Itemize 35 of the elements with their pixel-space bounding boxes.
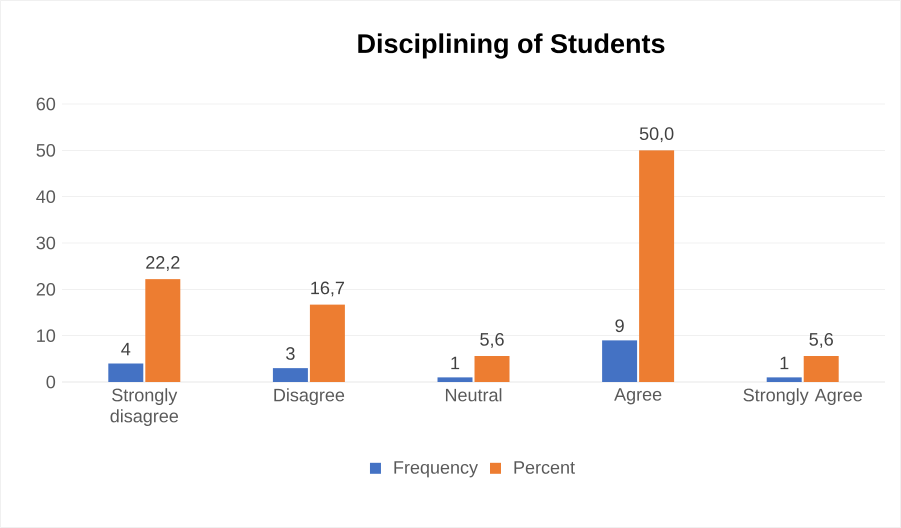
bar (804, 356, 839, 382)
legend-label: Frequency (394, 461, 478, 478)
x-tick-label: Strongly disagree (110, 388, 178, 426)
data-label: 50,0 (640, 127, 674, 142)
y-tick-label: 30 (36, 236, 56, 250)
data-label: 5,6 (480, 332, 504, 348)
data-label: 9 (615, 319, 624, 332)
y-tick-label: 10 (37, 329, 56, 342)
y-tick-label: 20 (36, 282, 56, 296)
y-tick-label: 40 (36, 190, 56, 204)
data-label: 22,2 (146, 256, 180, 271)
bar (272, 368, 308, 382)
data-label: 3 (286, 347, 295, 360)
bar (438, 377, 473, 382)
bar (108, 363, 144, 382)
data-label: 5,6 (809, 332, 833, 348)
bar (310, 304, 345, 382)
bar (145, 279, 180, 382)
data-label: 4 (121, 342, 130, 356)
bar (766, 377, 802, 382)
data-label: 16,7 (311, 282, 344, 296)
bar (602, 340, 638, 382)
bar (474, 356, 510, 382)
legend-label: Percent (514, 461, 575, 474)
y-tick-label: 0 (46, 376, 56, 388)
x-tick-label: Strongly Agree (743, 388, 862, 405)
data-label: 1 (451, 356, 460, 370)
y-tick-label: 60 (36, 98, 56, 110)
x-tick-label: Agree (614, 388, 662, 404)
chart-title: Disciplining of Students (358, 33, 664, 59)
data-label: 1 (780, 356, 788, 370)
x-tick-label: Disagree (274, 388, 344, 405)
x-tick-label: Neutral (446, 388, 502, 402)
y-tick-label: 50 (36, 144, 56, 157)
bar (639, 150, 674, 382)
